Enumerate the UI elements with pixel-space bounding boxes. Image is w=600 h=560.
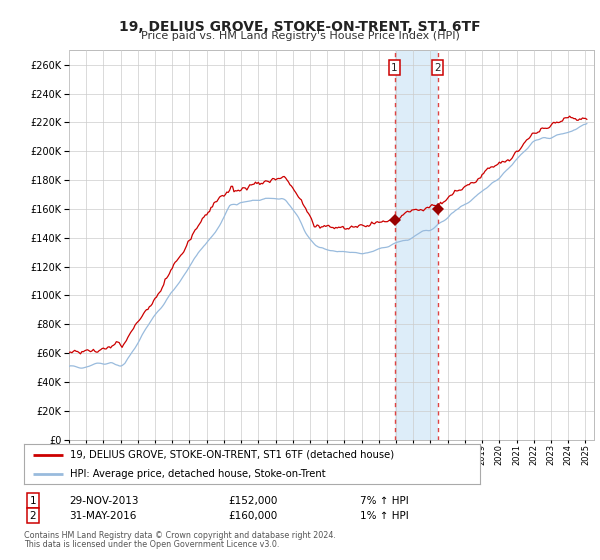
Text: 1% ↑ HPI: 1% ↑ HPI	[360, 511, 409, 521]
Text: This data is licensed under the Open Government Licence v3.0.: This data is licensed under the Open Gov…	[24, 540, 280, 549]
Text: 1: 1	[29, 496, 37, 506]
Text: 19, DELIUS GROVE, STOKE-ON-TRENT, ST1 6TF: 19, DELIUS GROVE, STOKE-ON-TRENT, ST1 6T…	[119, 20, 481, 34]
Text: 1: 1	[391, 63, 398, 73]
Text: Price paid vs. HM Land Registry's House Price Index (HPI): Price paid vs. HM Land Registry's House …	[140, 31, 460, 41]
Text: 2: 2	[29, 511, 37, 521]
Bar	[395, 50, 437, 440]
Text: 7% ↑ HPI: 7% ↑ HPI	[360, 496, 409, 506]
Text: £152,000: £152,000	[228, 496, 277, 506]
Text: Contains HM Land Registry data © Crown copyright and database right 2024.: Contains HM Land Registry data © Crown c…	[24, 531, 336, 540]
Text: 29-NOV-2013: 29-NOV-2013	[69, 496, 139, 506]
Text: 31-MAY-2016: 31-MAY-2016	[69, 511, 136, 521]
Text: £160,000: £160,000	[228, 511, 277, 521]
Text: HPI: Average price, detached house, Stoke-on-Trent: HPI: Average price, detached house, Stok…	[70, 469, 325, 479]
Text: 2: 2	[434, 63, 441, 73]
Text: 19, DELIUS GROVE, STOKE-ON-TRENT, ST1 6TF (detached house): 19, DELIUS GROVE, STOKE-ON-TRENT, ST1 6T…	[70, 450, 394, 460]
